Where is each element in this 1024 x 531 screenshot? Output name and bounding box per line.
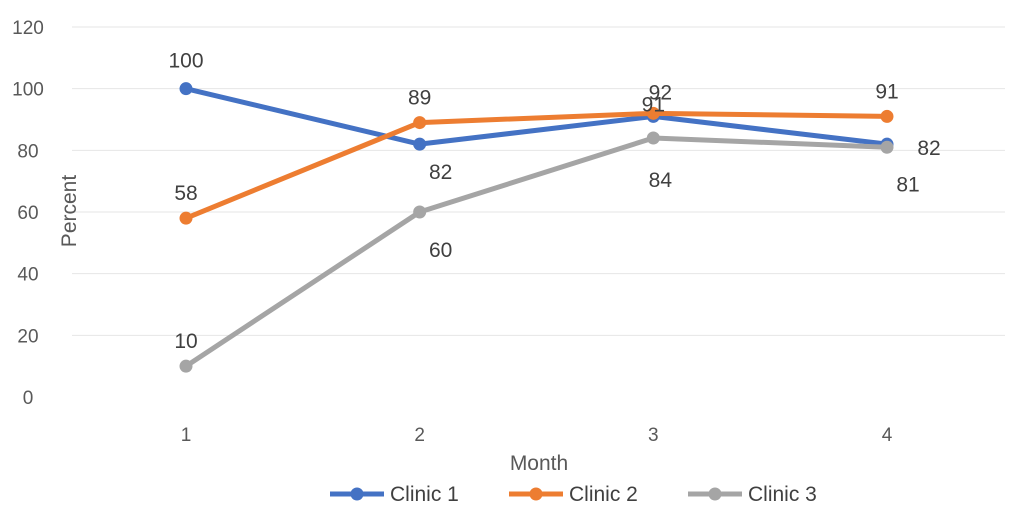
data-label: 10: [174, 330, 197, 353]
legend-swatch-marker: [350, 487, 364, 501]
x-tick-label: 3: [648, 425, 659, 446]
data-label: 84: [649, 169, 673, 192]
data-label: 82: [917, 137, 940, 160]
series-lines: [179, 82, 894, 373]
data-label: 60: [429, 239, 452, 262]
legend-label: Clinic 3: [748, 483, 817, 506]
data-label: 91: [875, 80, 898, 103]
legend-item: Clinic 2: [509, 483, 638, 506]
y-tick-label: 40: [17, 265, 38, 286]
data-point: [413, 205, 427, 219]
data-label: 100: [168, 50, 203, 73]
x-axis-title: Month: [510, 452, 568, 475]
legend-label: Clinic 2: [569, 483, 638, 506]
legend: Clinic 1 Clinic 2 Clinic 3: [330, 483, 817, 506]
legend-swatch-marker: [708, 487, 722, 501]
data-point: [179, 359, 193, 373]
legend-swatch-marker: [529, 487, 543, 501]
data-point: [413, 116, 427, 130]
legend-item: Clinic 3: [688, 483, 817, 506]
data-label: 92: [649, 81, 672, 104]
data-label: 81: [896, 173, 919, 196]
gridlines: [72, 26, 1005, 336]
data-label: 58: [174, 182, 197, 205]
series-2: [179, 106, 894, 225]
y-tick-label: 100: [12, 80, 44, 101]
data-point: [880, 140, 894, 154]
legend-item: Clinic 1: [330, 483, 459, 506]
y-tick-label: 120: [12, 18, 44, 39]
y-tick-label: 60: [17, 203, 38, 224]
series-line: [183, 110, 890, 221]
data-label: 91: [642, 93, 665, 116]
data-label: 89: [408, 87, 431, 110]
x-axis-ticks: 1 2 3 4: [181, 425, 893, 446]
data-point: [179, 82, 193, 96]
y-tick-label: 80: [17, 141, 38, 162]
data-point: [646, 106, 660, 120]
series-line: [183, 135, 890, 369]
data-point: [646, 131, 660, 145]
y-axis-title: Percent: [58, 175, 81, 248]
legend-label: Clinic 1: [390, 483, 459, 506]
series-line: [183, 86, 890, 147]
data-label: 82: [429, 161, 452, 184]
data-point: [880, 109, 894, 123]
y-tick-label: 0: [23, 388, 34, 409]
y-axis-ticks: 0 20 40 60 80 100 120: [12, 18, 44, 409]
x-tick-label: 1: [181, 425, 192, 446]
x-tick-label: 2: [414, 425, 425, 446]
series-3: [179, 131, 894, 373]
y-tick-label: 20: [17, 326, 38, 347]
data-point: [179, 211, 193, 225]
data-point: [413, 137, 427, 151]
x-tick-label: 4: [882, 425, 893, 446]
